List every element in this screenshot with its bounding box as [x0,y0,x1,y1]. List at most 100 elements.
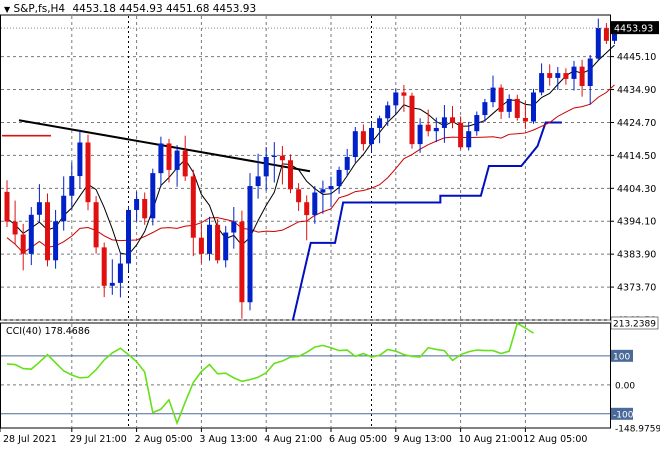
candle [142,192,148,225]
candle [198,223,204,264]
candle-body [166,143,172,170]
candle-body [158,143,164,174]
candle-body [409,95,415,145]
candle [352,126,358,163]
candle-body [53,221,59,261]
candle-body [385,105,391,119]
price-axis-label-6: 4383.90 [617,250,656,261]
candle-body [344,157,350,170]
candle [158,136,164,187]
price-axis-label-3: 4414.50 [617,151,656,162]
cci-indicator-name: CCI(40) [6,326,42,337]
cci-caption: CCI(40) 178.4686 [6,326,90,338]
candle [166,138,172,183]
candle [587,55,593,105]
trend-step-line [291,121,562,321]
candle [336,166,342,194]
candle [328,176,334,208]
candle [579,59,585,97]
candle-body [304,202,310,216]
candle-body [401,92,407,96]
candle [12,200,18,244]
candle [231,207,237,249]
candle-body [514,98,520,118]
cci-axis-label-4: -148.9759 [615,425,660,435]
candle-body [296,189,302,203]
candle [490,75,496,108]
candle-body [320,189,326,193]
time-axis-label-1: 29 Jul 21:00 [70,434,127,445]
candle [101,242,107,298]
candle [522,101,528,129]
candle-body [531,92,536,122]
candle [409,92,415,149]
candle-body [555,73,561,78]
candle [312,186,318,224]
candle [433,117,439,143]
candle-body [612,28,617,41]
candle [563,68,569,85]
candle [466,121,472,151]
cci-axis-label-1: 100 [613,352,630,362]
candle [514,94,520,121]
cci-max-box [610,316,659,330]
time-axis-label-0: 28 Jul 2021 [3,434,57,445]
ohlc-values: 4453.18 4454.93 4451.68 4453.93 [72,3,257,15]
candle-body [271,155,277,158]
candle-body [85,142,91,203]
candle [555,66,561,90]
cci-level-box-1 [611,349,633,362]
candle [547,64,553,86]
candle [304,195,310,241]
candle [247,173,253,311]
candle [401,85,407,112]
symbol-menu[interactable]: ▼ S&P,fs,H4 4453.18 4454.93 4451.68 4453… [4,3,256,16]
candle [539,63,545,96]
candle [417,118,423,153]
candle-body [117,263,123,283]
candle [190,169,196,257]
candle-body [223,232,229,261]
price-axis-label-7: 4373.70 [617,283,656,294]
candle-body [579,66,585,87]
candle-body [109,282,115,286]
candle-body [28,214,34,254]
candle [117,252,123,298]
candle [126,206,131,272]
candle [595,18,601,61]
candle [215,218,221,264]
candle-body [441,117,447,128]
candle-body [207,224,212,254]
cci-axis-label-3: -100 [613,410,634,420]
current-price-box [611,21,659,35]
candle-body [182,150,188,177]
ma-slow-line [6,84,615,254]
candle [150,168,156,226]
candle-body [425,124,431,132]
trendline [18,119,311,173]
dropdown-triangle-icon[interactable]: ▼ [4,5,11,14]
candle [20,223,26,271]
candle [296,183,302,211]
current-price-label: 4453.93 [614,24,653,35]
candle-body [12,221,18,235]
candle-body [77,142,83,177]
candle-body [369,127,374,145]
candle [288,154,293,194]
price-axis-label-5: 4394.10 [617,217,656,228]
candle-body [490,87,496,103]
candle-body [458,122,464,148]
candle [263,147,269,191]
time-axis-label-4: 4 Aug 21:00 [264,434,322,445]
price-axis-label-1: 4434.90 [617,85,656,96]
candle-body [539,73,545,93]
candle-body [134,198,140,210]
candle-body [571,66,577,79]
candle-body [20,234,26,254]
cci-axis-label-2: 0.00 [615,381,635,391]
candle-body [93,202,99,248]
time-axis-label-3: 3 Aug 13:00 [199,434,257,445]
candle [77,129,83,189]
